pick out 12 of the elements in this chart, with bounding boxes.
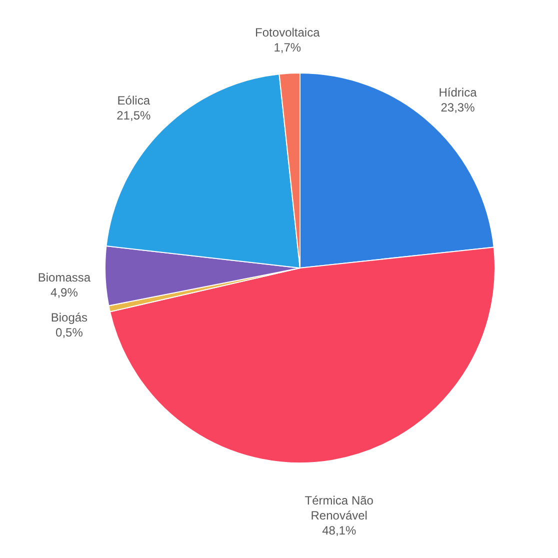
slice-label: Eólica (117, 94, 150, 108)
data-label: 23,3% (440, 100, 476, 114)
data-label: 21,5% (116, 108, 151, 123)
data-label: 0,5% (56, 325, 84, 340)
data-label: 1,7% (274, 40, 302, 54)
slice-label: Térmica Não Renovável (304, 494, 374, 523)
data-label: 4,9% (50, 286, 78, 300)
data-label: 48,1% (322, 524, 356, 538)
slice-label: Fotovoltaica (255, 25, 320, 40)
slice-label: Biogás (50, 310, 88, 324)
slice-label: Biomassa (38, 270, 91, 285)
slice-label: Hídrica (438, 85, 478, 100)
